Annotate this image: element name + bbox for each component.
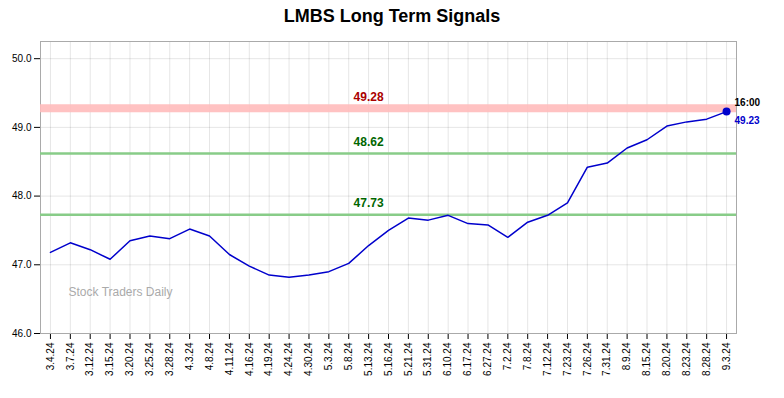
svg-text:5.13.24: 5.13.24 — [363, 342, 374, 376]
svg-text:7.12.24: 7.12.24 — [542, 342, 553, 376]
svg-text:5.21.24: 5.21.24 — [403, 342, 414, 376]
svg-text:7.31.24: 7.31.24 — [601, 342, 612, 376]
svg-text:47.73: 47.73 — [354, 196, 384, 210]
svg-text:8.23.24: 8.23.24 — [681, 342, 692, 376]
svg-text:49.28: 49.28 — [354, 90, 384, 104]
svg-text:8.9.24: 8.9.24 — [621, 342, 632, 370]
svg-text:7.8.24: 7.8.24 — [522, 342, 533, 370]
svg-text:49.23: 49.23 — [735, 115, 760, 126]
svg-text:5.3.24: 5.3.24 — [323, 342, 334, 370]
svg-text:48.0: 48.0 — [12, 190, 32, 201]
svg-text:6.27.24: 6.27.24 — [482, 342, 493, 376]
svg-text:6.10.24: 6.10.24 — [442, 342, 453, 376]
svg-text:3.25.24: 3.25.24 — [144, 342, 155, 376]
html-text:LMBS Long Term Signals: LMBS Long Term Signals — [283, 6, 501, 26]
svg-text:3.15.24: 3.15.24 — [104, 342, 115, 376]
svg-text:5.8.24: 5.8.24 — [343, 342, 354, 370]
svg-text:3.7.24: 3.7.24 — [65, 342, 76, 370]
svg-text:7.26.24: 7.26.24 — [582, 342, 593, 376]
svg-text:3.4.24: 3.4.24 — [45, 342, 56, 370]
svg-text:4.11.24: 4.11.24 — [224, 342, 235, 375]
svg-text:4.3.24: 4.3.24 — [184, 342, 195, 370]
svg-text:4.30.24: 4.30.24 — [303, 342, 314, 376]
svg-text:48.62: 48.62 — [354, 135, 384, 149]
svg-text:3.12.24: 3.12.24 — [84, 342, 95, 376]
svg-text:Stock Traders Daily: Stock Traders Daily — [69, 285, 173, 299]
svg-text:4.8.24: 4.8.24 — [204, 342, 215, 370]
svg-text:49.0: 49.0 — [12, 122, 32, 133]
svg-text:46.0: 46.0 — [12, 328, 32, 339]
svg-text:4.24.24: 4.24.24 — [283, 342, 294, 376]
svg-text:6.17.24: 6.17.24 — [462, 342, 473, 376]
svg-text:4.19.24: 4.19.24 — [263, 342, 274, 376]
svg-text:8.28.24: 8.28.24 — [701, 342, 712, 376]
svg-text:8.20.24: 8.20.24 — [661, 342, 672, 376]
svg-text:16:00: 16:00 — [735, 97, 761, 108]
svg-text:3.20.24: 3.20.24 — [124, 342, 135, 376]
svg-text:5.31.24: 5.31.24 — [422, 342, 433, 376]
svg-text:3.28.24: 3.28.24 — [164, 342, 175, 376]
svg-text:9.3.24: 9.3.24 — [721, 342, 732, 370]
svg-text:5.16.24: 5.16.24 — [383, 342, 394, 376]
svg-text:47.0: 47.0 — [12, 259, 32, 270]
svg-text:8.15.24: 8.15.24 — [641, 342, 652, 376]
svg-text:7.2.24: 7.2.24 — [502, 342, 513, 370]
svg-text:4.16.24: 4.16.24 — [244, 342, 255, 376]
svg-text:50.0: 50.0 — [12, 53, 32, 64]
svg-text:7.23.24: 7.23.24 — [562, 342, 573, 376]
